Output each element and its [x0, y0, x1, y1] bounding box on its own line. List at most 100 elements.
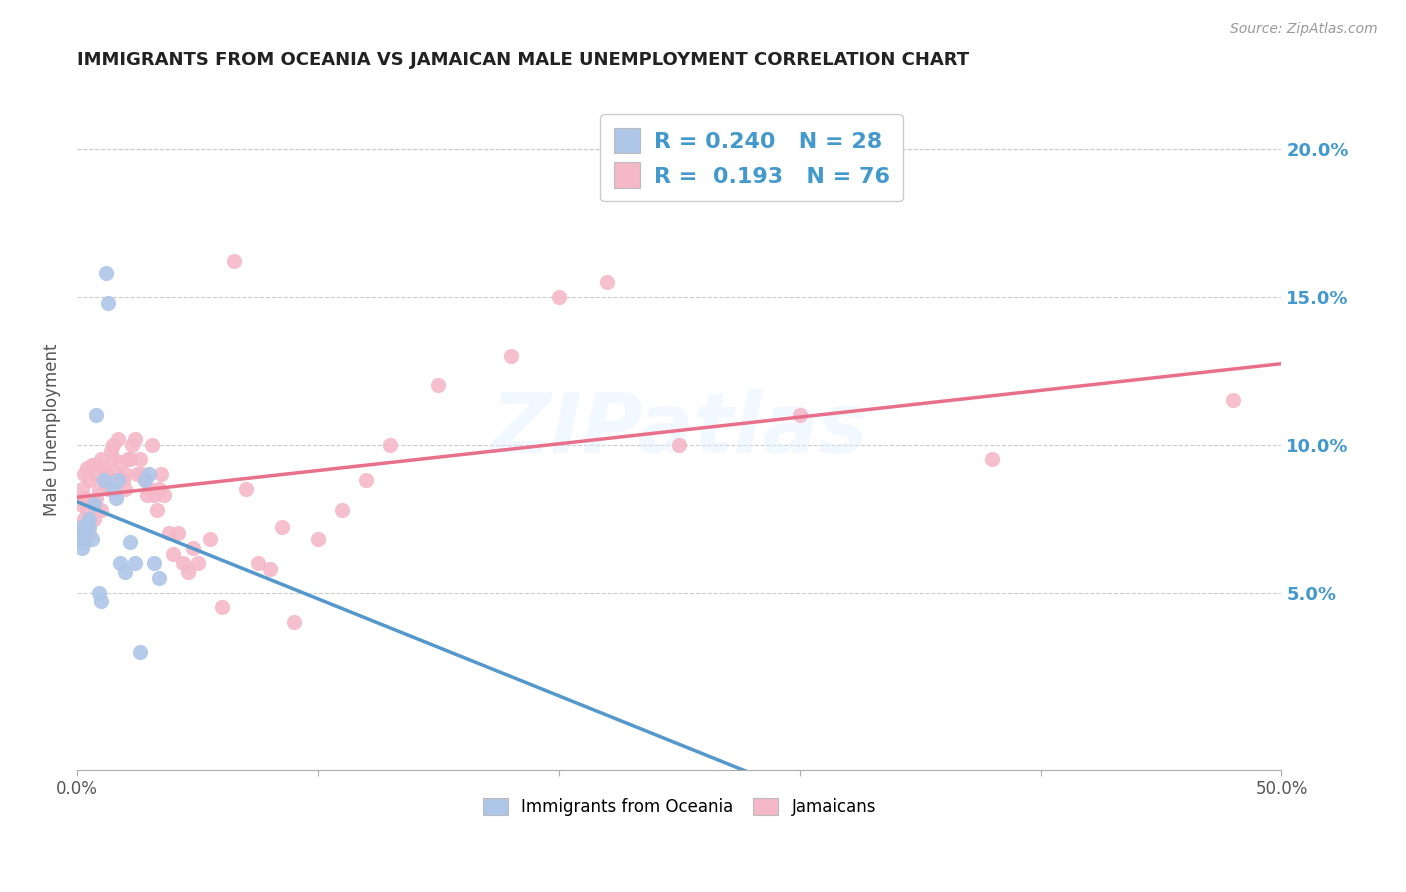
Point [110, 556, 132, 570]
Point [499, 349, 522, 363]
Point [148, 571, 170, 585]
Point [80, 458, 103, 473]
Point [70, 533, 93, 547]
Point [354, 473, 377, 487]
Point [167, 526, 190, 541]
Point [103, 452, 125, 467]
Point [77, 511, 100, 525]
Point [172, 556, 194, 570]
Point [134, 473, 156, 487]
Point [73, 535, 96, 549]
Point [77, 473, 100, 487]
Point [120, 535, 142, 549]
Point [83, 497, 105, 511]
Point [76, 461, 98, 475]
Point [235, 482, 257, 496]
Point [70, 482, 93, 496]
Point [124, 432, 146, 446]
Point [141, 437, 163, 451]
Point [128, 645, 150, 659]
Point [110, 455, 132, 469]
Point [90, 594, 112, 608]
Point [198, 533, 221, 547]
Text: Source: ZipAtlas.com: Source: ZipAtlas.com [1230, 22, 1378, 37]
Point [148, 482, 170, 496]
Point [114, 565, 136, 579]
Point [73, 511, 96, 525]
Point [121, 437, 143, 451]
Point [270, 520, 292, 534]
Point [162, 547, 184, 561]
Point [259, 562, 281, 576]
Point [70, 520, 93, 534]
Point [177, 565, 200, 579]
Point [283, 615, 305, 629]
Point [103, 482, 125, 496]
Point [120, 452, 142, 467]
Point [94, 266, 117, 280]
Point [93, 473, 115, 487]
Point [124, 556, 146, 570]
Point [150, 467, 173, 482]
Point [90, 452, 112, 467]
Point [114, 482, 136, 496]
Point [145, 502, 167, 516]
Point [73, 491, 96, 505]
Point [127, 467, 149, 482]
Point [117, 452, 139, 467]
Point [93, 473, 115, 487]
Point [77, 520, 100, 534]
Point [134, 473, 156, 487]
Point [143, 556, 166, 570]
Point [94, 467, 117, 482]
Legend: Immigrants from Oceania, Jamaicans: Immigrants from Oceania, Jamaicans [475, 791, 883, 823]
Point [77, 526, 100, 541]
Point [128, 452, 150, 467]
Point [69, 533, 91, 547]
Point [307, 533, 329, 547]
Point [222, 254, 245, 268]
Point [114, 467, 136, 482]
Point [73, 526, 96, 541]
Point [181, 541, 204, 556]
Point [90, 502, 112, 516]
Point [157, 526, 180, 541]
Point [73, 467, 96, 482]
Point [69, 497, 91, 511]
Point [138, 467, 160, 482]
Point [131, 467, 153, 482]
Text: ZIPatlas: ZIPatlas [491, 389, 869, 470]
Point [107, 473, 129, 487]
Point [547, 290, 569, 304]
Point [83, 511, 105, 525]
Point [87, 482, 110, 496]
Point [104, 467, 127, 482]
Point [76, 517, 98, 532]
Point [86, 458, 108, 473]
Point [153, 488, 176, 502]
Y-axis label: Male Unemployment: Male Unemployment [44, 343, 60, 516]
Point [246, 556, 269, 570]
Point [83, 467, 105, 482]
Point [97, 482, 120, 496]
Point [86, 408, 108, 422]
Point [211, 600, 233, 615]
Point [104, 491, 127, 505]
Point [596, 275, 619, 289]
Point [981, 452, 1004, 467]
Point [80, 533, 103, 547]
Point [86, 491, 108, 505]
Point [186, 556, 208, 570]
Point [87, 585, 110, 599]
Point [100, 443, 122, 458]
Point [427, 378, 450, 392]
Point [136, 488, 159, 502]
Point [143, 488, 166, 502]
Point [789, 408, 811, 422]
Point [97, 295, 120, 310]
Point [94, 461, 117, 475]
Point [80, 497, 103, 511]
Point [111, 473, 134, 487]
Point [668, 437, 690, 451]
Point [330, 502, 353, 516]
